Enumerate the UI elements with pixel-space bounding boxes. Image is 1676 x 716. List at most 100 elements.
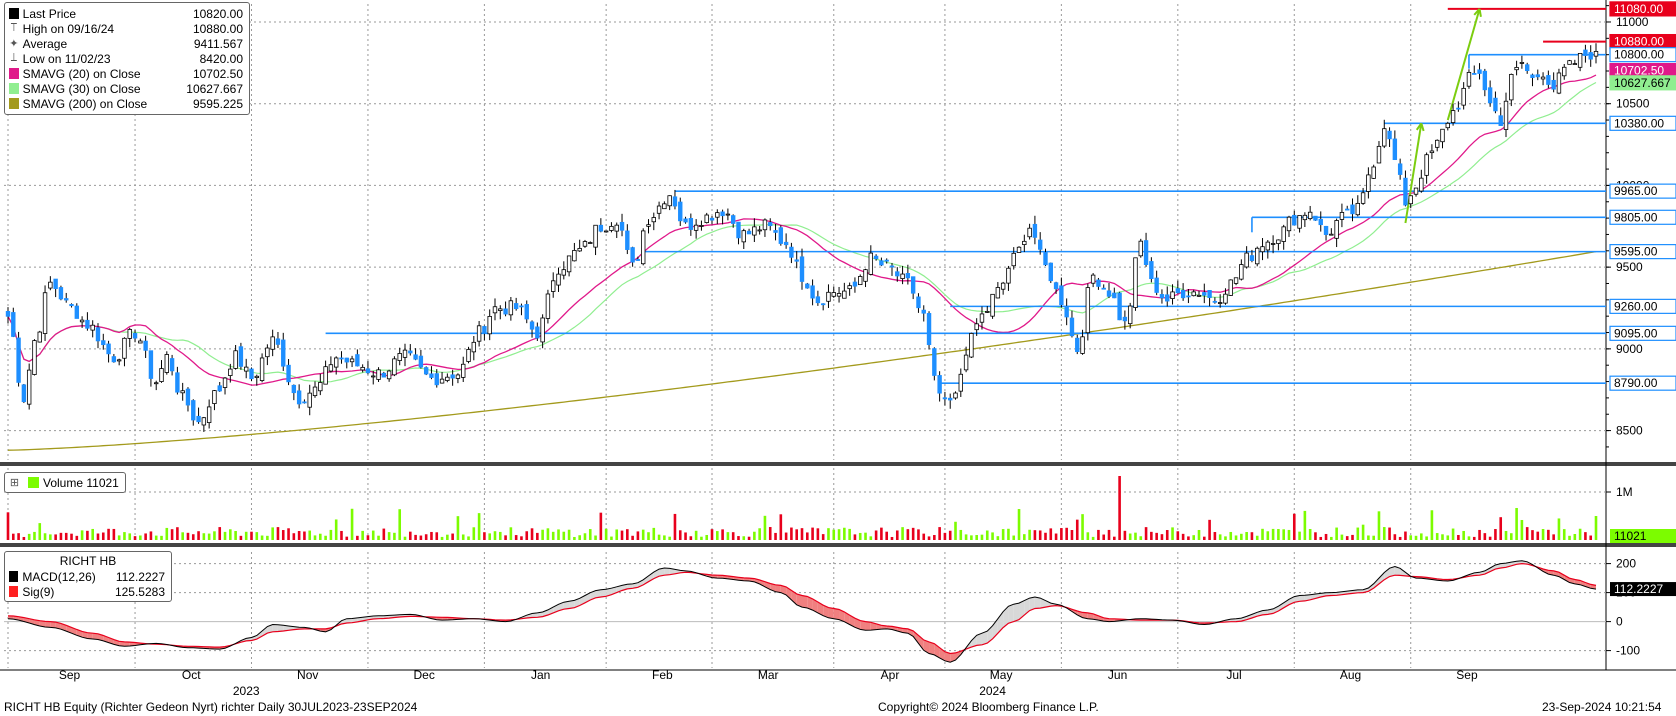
- volume-bar: [938, 527, 941, 540]
- candle-body: [201, 417, 207, 426]
- price-label: 9965.00: [1614, 184, 1658, 198]
- candle-body: [1276, 239, 1281, 244]
- candle-body: [1255, 247, 1260, 265]
- volume-bar: [340, 530, 343, 540]
- volume-bar: [996, 536, 1000, 540]
- macd-fill: [844, 611, 850, 625]
- volume-bar: [1128, 533, 1132, 540]
- candle-body: [1577, 52, 1583, 68]
- x-tick-label: Jul: [1226, 668, 1241, 682]
- candle-body: [1228, 279, 1233, 296]
- y-tick-label: 0: [1616, 615, 1623, 629]
- macd-fill: [595, 589, 601, 598]
- legend-label: SMAVG (20) on Close: [22, 66, 141, 81]
- candle-body: [1546, 75, 1551, 85]
- volume-bar: [1081, 514, 1084, 540]
- candle-body: [16, 337, 21, 383]
- volume-bar: [27, 533, 31, 540]
- volume-bar: [1277, 529, 1280, 540]
- candle-body: [1435, 139, 1440, 148]
- volume-bar: [1234, 535, 1238, 540]
- volume-bar: [239, 535, 243, 540]
- candle-body: [154, 382, 159, 385]
- candle-body: [900, 273, 905, 280]
- volume-bar: [170, 529, 174, 540]
- price-label-box: [1609, 115, 1676, 131]
- signal-line: [7, 562, 1597, 655]
- volume-bar: [430, 531, 433, 540]
- volume-bar: [1573, 533, 1577, 540]
- candle-body: [132, 333, 138, 339]
- candle-body: [1461, 87, 1466, 106]
- volume-bar: [1472, 536, 1476, 540]
- candle-body: [1302, 214, 1308, 221]
- volume-bar: [1552, 534, 1555, 540]
- volume-bar: [345, 536, 349, 540]
- y-tick-label: 9500: [1616, 260, 1643, 274]
- legend-swatch: [9, 8, 19, 19]
- volume-bar: [1499, 517, 1503, 540]
- volume-bar: [1435, 533, 1439, 540]
- volume-bar: [1404, 531, 1407, 540]
- candle-body: [741, 230, 746, 243]
- candle-body: [884, 259, 889, 262]
- candle-body: [508, 300, 514, 316]
- candle-body: [646, 224, 651, 227]
- volume-bar: [6, 512, 10, 540]
- volume-bar: [1197, 529, 1201, 540]
- candle-body: [1270, 243, 1276, 245]
- candle-body: [603, 230, 609, 233]
- candle-body: [397, 353, 402, 361]
- candle-body: [1556, 72, 1562, 94]
- volume-bar: [498, 531, 502, 540]
- volume-bar: [1367, 535, 1370, 540]
- candle-body: [1059, 285, 1064, 306]
- volume-bar: [795, 529, 799, 540]
- volume-bar: [1335, 527, 1338, 540]
- volume-bar: [1536, 531, 1540, 540]
- volume-bar: [800, 528, 804, 540]
- volume-bar: [356, 535, 359, 540]
- candle-body: [1408, 195, 1413, 205]
- candle-body: [1530, 74, 1535, 78]
- volume-bar: [631, 535, 634, 540]
- volume-bar: [652, 527, 656, 540]
- candle-body: [545, 293, 551, 319]
- candle-body: [32, 340, 37, 375]
- candle-body: [1355, 202, 1360, 216]
- candle-body: [1038, 239, 1043, 250]
- macd-fill: [8, 615, 14, 620]
- candle-body: [349, 358, 355, 363]
- volume-swatch: [28, 477, 39, 488]
- legend-expand-icon[interactable]: ⊞: [9, 477, 20, 489]
- candle-body: [725, 213, 731, 216]
- candle-body: [1207, 289, 1212, 298]
- candle-body: [1387, 130, 1392, 140]
- candle-body: [1456, 107, 1461, 110]
- volume-bar: [1245, 532, 1248, 540]
- volume-bar: [901, 527, 904, 540]
- volume-bar: [1420, 533, 1423, 540]
- volume-bar: [626, 529, 629, 540]
- volume-bar: [1282, 529, 1285, 540]
- macd-fill: [1394, 566, 1401, 576]
- macd-fill: [950, 652, 956, 663]
- candle-body: [116, 359, 122, 362]
- volume-bar: [588, 529, 592, 540]
- volume-bar: [1123, 530, 1127, 540]
- volume-bar: [684, 532, 687, 540]
- volume-bar: [350, 508, 354, 540]
- volume-bar: [885, 531, 888, 540]
- volume-bar: [673, 513, 677, 540]
- volume-bar: [848, 528, 851, 540]
- candle-body: [773, 230, 778, 233]
- macd-fill: [780, 585, 787, 595]
- candle-body: [498, 308, 503, 311]
- candle-body: [1366, 174, 1371, 192]
- volume-bar: [721, 529, 724, 540]
- candle-body: [111, 356, 117, 363]
- volume-bar: [181, 532, 184, 540]
- candle-body: [582, 241, 588, 247]
- trend-arrow: [1404, 123, 1423, 224]
- x-tick-label: Oct: [182, 668, 201, 682]
